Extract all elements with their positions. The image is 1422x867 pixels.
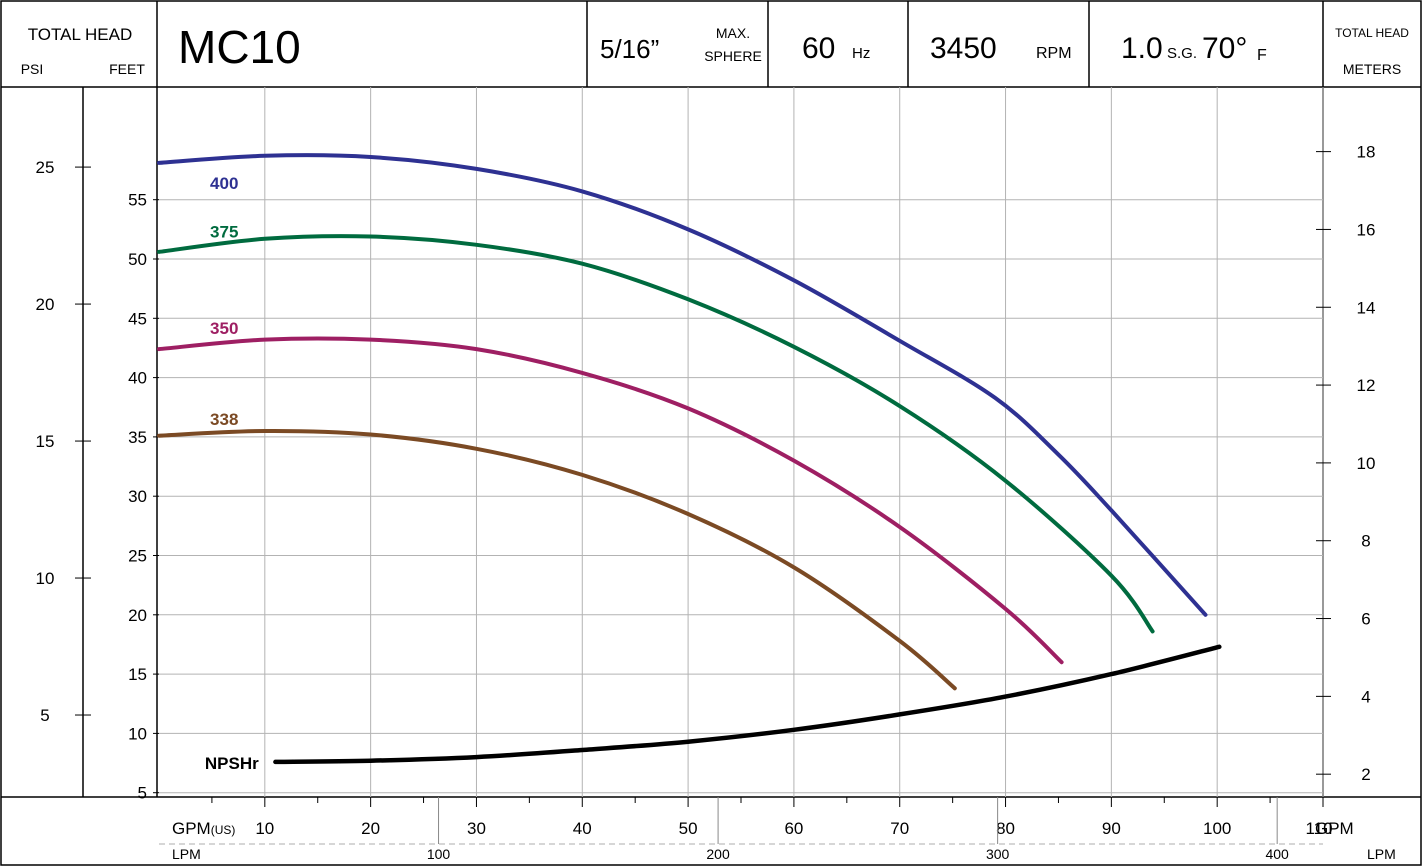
feet-tick-label: 30 <box>128 487 147 506</box>
specific-gravity-unit: S.G. <box>1167 45 1197 62</box>
meters-unit-label: METERS <box>1343 61 1401 77</box>
temperature-unit: F <box>1257 47 1267 64</box>
gpm-tick-label: 70 <box>890 819 909 838</box>
curve-338 <box>157 428 957 691</box>
model-title: MC10 <box>178 21 301 73</box>
feet-tick-label: 45 <box>128 309 147 328</box>
gpm-tick-label: 30 <box>467 819 486 838</box>
chart-series <box>157 153 1222 765</box>
sphere-size: 5/16” <box>600 34 659 64</box>
feet-tick-label: 10 <box>128 724 147 743</box>
gpm-tick-label: 100 <box>1203 819 1231 838</box>
chart-ticks: 10 20 30 40 50 60 70 80 90 100 1105101520253035404… <box>36 143 1376 862</box>
curve-label-338: 338 <box>210 410 238 429</box>
meters-tick-label: 10 <box>1357 454 1376 473</box>
curve-npshr <box>273 644 1222 765</box>
chart-grid <box>159 87 1324 797</box>
gpm-axis-label: GPM(US) <box>172 819 235 838</box>
feet-tick-label: 55 <box>128 191 147 210</box>
feet-tick-label: 25 <box>128 547 147 566</box>
speed-unit: RPM <box>1036 45 1072 62</box>
feet-tick-label: 40 <box>128 369 147 388</box>
curve-label-375: 375 <box>210 223 238 242</box>
psi-tick-label: 15 <box>36 432 55 451</box>
lpm-tick-label: 100 <box>427 846 451 862</box>
curve-label-npshr: NPSHr <box>205 754 259 773</box>
gpm-axis-label-right: GPM <box>1315 819 1354 838</box>
lpm-tick-label: 400 <box>1265 846 1289 862</box>
feet-tick-label: 15 <box>128 665 147 684</box>
feet-tick-label: 50 <box>128 250 147 269</box>
gpm-tick-label: 110 <box>1305 819 1332 838</box>
lpm-tick-label: 300 <box>986 846 1010 862</box>
gpm-tick-label: 50 <box>679 819 698 838</box>
sphere-max-label: MAX. <box>716 25 750 41</box>
sphere-label: SPHERE <box>704 48 762 64</box>
speed-value: 3450 <box>930 32 997 65</box>
curve-label-350: 350 <box>210 319 238 338</box>
feet-tick-label: 5 <box>138 784 147 803</box>
curve-label-400: 400 <box>210 174 238 193</box>
gpm-tick-label: 80 <box>996 819 1015 838</box>
meters-tick-label: 8 <box>1361 532 1370 551</box>
lpm-tick-label: 200 <box>706 846 730 862</box>
curve-400 <box>157 153 1208 617</box>
meters-tick-label: 14 <box>1357 298 1376 317</box>
feet-tick-label: 35 <box>128 428 147 447</box>
left-axis-title: TOTAL HEAD <box>28 25 133 44</box>
feet-tick-label: 20 <box>128 606 147 625</box>
specific-gravity-value: 1.0 <box>1121 32 1163 65</box>
psi-unit-label: PSI <box>21 61 44 77</box>
meters-tick-label: 6 <box>1361 610 1370 629</box>
feet-unit-label: FEET <box>109 61 145 77</box>
meters-tick-label: 4 <box>1361 687 1370 706</box>
meters-tick-label: 12 <box>1357 376 1376 395</box>
right-axis-title: TOTAL HEAD <box>1335 26 1409 40</box>
psi-tick-label: 10 <box>36 569 55 588</box>
lpm-axis-label-right: LPM <box>1367 846 1396 862</box>
curve-375 <box>157 234 1155 634</box>
gpm-tick-label: 20 <box>361 819 380 838</box>
psi-tick-label: 5 <box>40 706 49 725</box>
gpm-tick-label: 90 <box>1102 819 1121 838</box>
psi-tick-label: 25 <box>36 158 55 177</box>
temperature-value: 70° <box>1202 32 1247 65</box>
gpm-tick-label: 60 <box>784 819 803 838</box>
gpm-tick-label: 40 <box>573 819 592 838</box>
meters-tick-label: 18 <box>1357 143 1376 162</box>
psi-tick-label: 20 <box>36 295 55 314</box>
meters-tick-label: 16 <box>1357 220 1376 239</box>
curve-350 <box>157 336 1064 665</box>
frequency-value: 60 <box>802 32 835 65</box>
meters-tick-label: 2 <box>1361 765 1370 784</box>
chart-labels: 400 375 350 338 NPSHr <box>205 174 259 773</box>
lpm-axis-label: LPM <box>172 846 201 862</box>
frequency-unit: Hz <box>852 45 870 62</box>
gpm-tick-label: 10 <box>255 819 274 838</box>
